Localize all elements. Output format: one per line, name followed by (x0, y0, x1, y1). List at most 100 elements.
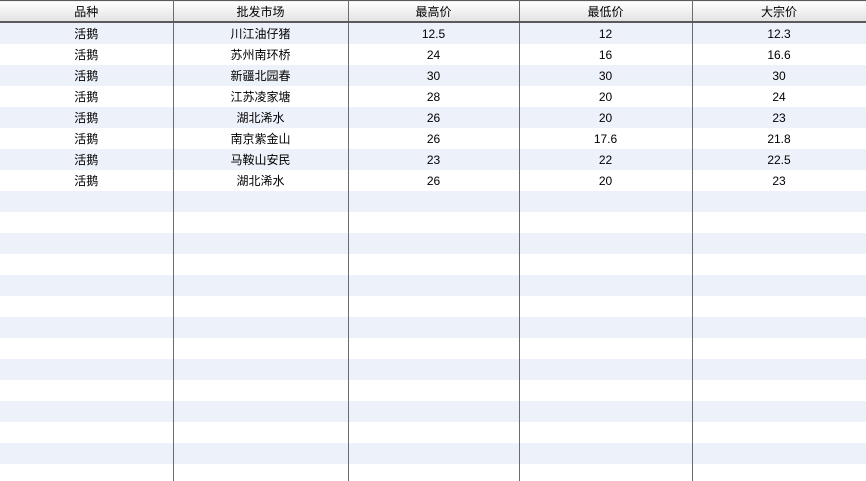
empty-cell (0, 338, 174, 359)
empty-cell (173, 422, 349, 443)
empty-cell (0, 443, 174, 464)
empty-cell (692, 443, 866, 464)
cell-bulk: 23 (692, 107, 866, 128)
empty-cell (519, 338, 693, 359)
empty-cell (348, 401, 520, 422)
cell-market: 新疆北园春 (173, 65, 349, 86)
empty-cell (348, 254, 520, 275)
empty-cell (692, 380, 866, 401)
empty-row (0, 443, 866, 464)
empty-cell (692, 464, 866, 481)
empty-cell (519, 443, 693, 464)
cell-variety: 活鹅 (0, 149, 174, 170)
cell-market: 川江油仔猪 (173, 22, 349, 44)
cell-low: 20 (519, 86, 693, 107)
empty-row (0, 359, 866, 380)
table-row: 活鹅 湖北浠水 26 20 23 (0, 170, 866, 191)
empty-cell (519, 317, 693, 338)
cell-bulk: 24 (692, 86, 866, 107)
empty-row (0, 275, 866, 296)
empty-row (0, 212, 866, 233)
cell-high: 26 (348, 170, 520, 191)
empty-cell (173, 359, 349, 380)
empty-cell (0, 254, 174, 275)
cell-market: 湖北浠水 (173, 107, 349, 128)
empty-cell (348, 464, 520, 481)
table-row: 活鹅 新疆北园春 30 30 30 (0, 65, 866, 86)
cell-high: 28 (348, 86, 520, 107)
empty-cell (692, 359, 866, 380)
cell-bulk: 12.3 (692, 22, 866, 44)
empty-cell (348, 275, 520, 296)
empty-cell (692, 401, 866, 422)
empty-cell (692, 254, 866, 275)
empty-row (0, 317, 866, 338)
empty-cell (519, 422, 693, 443)
empty-row (0, 254, 866, 275)
cell-market: 江苏凌家塘 (173, 86, 349, 107)
empty-row (0, 296, 866, 317)
column-header-market: 批发市场 (173, 0, 349, 23)
cell-high: 30 (348, 65, 520, 86)
cell-low: 16 (519, 44, 693, 65)
empty-row (0, 464, 866, 481)
empty-cell (692, 422, 866, 443)
table-body: 活鹅 川江油仔猪 12.5 12 12.3 活鹅 苏州南环桥 24 16 16.6 活鹅 新疆北园春 3… (0, 22, 866, 481)
empty-row (0, 380, 866, 401)
empty-cell (692, 317, 866, 338)
cell-high: 26 (348, 107, 520, 128)
empty-row (0, 191, 866, 212)
empty-cell (692, 338, 866, 359)
table-row: 活鹅 川江油仔猪 12.5 12 12.3 (0, 22, 866, 44)
empty-cell (173, 296, 349, 317)
empty-cell (0, 275, 174, 296)
cell-low: 12 (519, 22, 693, 44)
cell-low: 20 (519, 107, 693, 128)
cell-bulk: 21.8 (692, 128, 866, 149)
cell-variety: 活鹅 (0, 44, 174, 65)
cell-bulk: 22.5 (692, 149, 866, 170)
cell-bulk: 30 (692, 65, 866, 86)
cell-bulk: 23 (692, 170, 866, 191)
empty-cell (173, 254, 349, 275)
column-header-low: 最低价 (519, 0, 693, 23)
empty-cell (692, 212, 866, 233)
empty-cell (348, 380, 520, 401)
empty-cell (0, 296, 174, 317)
column-header-bulk: 大宗价 (692, 0, 866, 23)
cell-variety: 活鹅 (0, 107, 174, 128)
cell-low: 20 (519, 170, 693, 191)
empty-cell (173, 191, 349, 212)
empty-cell (519, 296, 693, 317)
cell-variety: 活鹅 (0, 22, 174, 44)
empty-cell (519, 212, 693, 233)
cell-market: 南京紫金山 (173, 128, 349, 149)
empty-cell (348, 233, 520, 254)
table-header: 品种 批发市场 最高价 最低价 大宗价 (0, 0, 866, 23)
empty-cell (173, 380, 349, 401)
empty-cell (348, 422, 520, 443)
empty-cell (173, 317, 349, 338)
empty-cell (519, 401, 693, 422)
cell-high: 24 (348, 44, 520, 65)
empty-cell (519, 380, 693, 401)
empty-cell (692, 191, 866, 212)
empty-cell (0, 359, 174, 380)
empty-cell (519, 464, 693, 481)
empty-cell (173, 401, 349, 422)
empty-cell (173, 212, 349, 233)
empty-cell (0, 212, 174, 233)
cell-bulk: 16.6 (692, 44, 866, 65)
table-row: 活鹅 湖北浠水 26 20 23 (0, 107, 866, 128)
cell-market: 苏州南环桥 (173, 44, 349, 65)
table-row: 活鹅 苏州南环桥 24 16 16.6 (0, 44, 866, 65)
empty-cell (173, 443, 349, 464)
empty-cell (692, 233, 866, 254)
cell-low: 30 (519, 65, 693, 86)
cell-market: 马鞍山安民 (173, 149, 349, 170)
empty-cell (519, 359, 693, 380)
cell-high: 23 (348, 149, 520, 170)
column-header-variety: 品种 (0, 0, 174, 23)
empty-row (0, 422, 866, 443)
